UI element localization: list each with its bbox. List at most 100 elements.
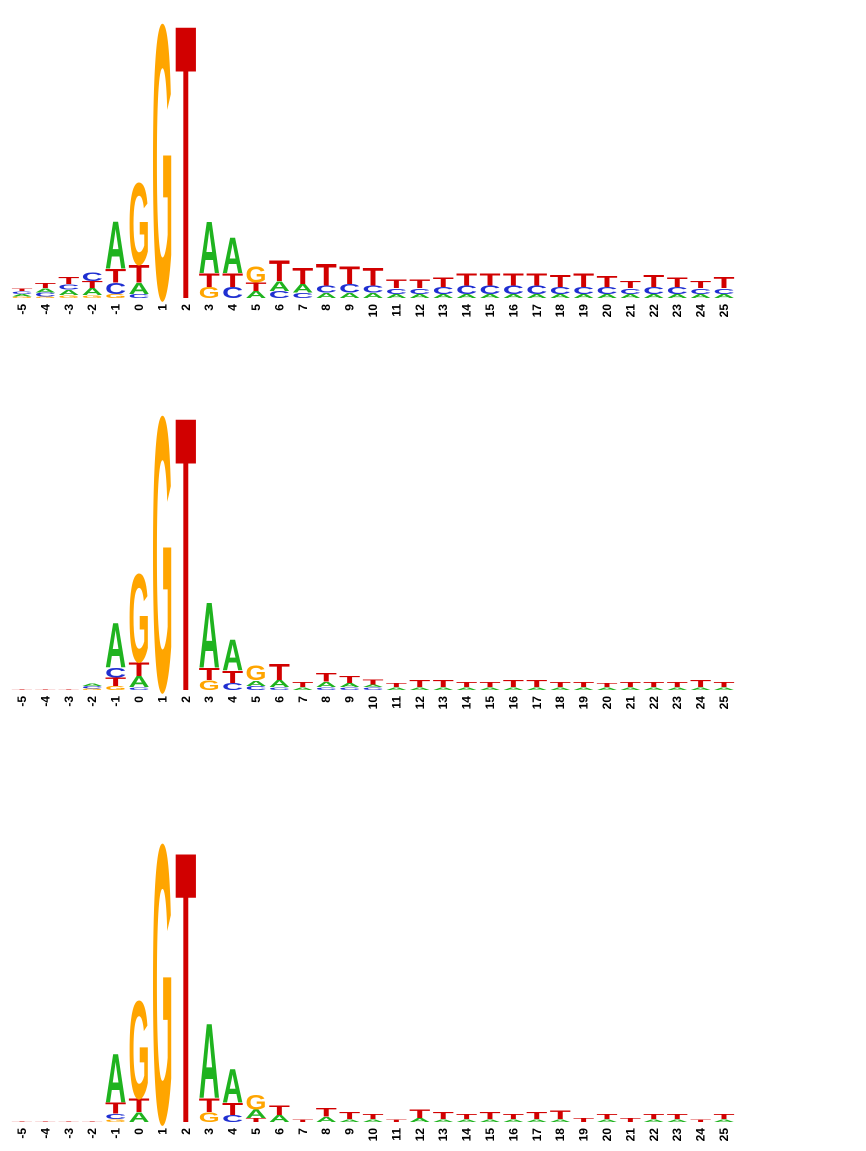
position-tick-label: 19 [577,1128,591,1142]
logo-letter-A: A [433,1119,454,1123]
logo-letter-T: T [526,1111,548,1122]
logo-letter-A: A [339,291,360,300]
logo-letter-T: T [129,659,150,681]
logo-letter-C: C [363,283,384,294]
logo-letter-C: C [269,289,290,300]
logo-letter-T: T [503,269,524,289]
position-tick-label: 10 [366,696,380,710]
logo-letter-A: A [573,687,594,691]
position-tick-label: 25 [717,304,731,318]
position-tick-label: 10 [366,304,380,318]
position-tick-label: 2 [179,1128,193,1135]
logo-letter-A: A [222,227,243,283]
logo-letter-C: C [690,287,711,296]
logo-letter-C: C [222,284,243,301]
logo-letter-T: T [246,1117,267,1123]
logo-letter-T: T [363,1112,384,1121]
logo-letter-T: T [12,1121,33,1122]
position-tick-label: 20 [600,1128,614,1142]
logo-letter-T: T [597,1112,618,1121]
logo-letter-A: A [643,1119,664,1123]
position-tick-label: 2 [179,304,193,311]
logo-letter-A: A [643,687,664,691]
logo-letter-C: C [316,687,337,691]
logo-letter-A: A [643,293,664,299]
logo-letter-G: G [152,761,173,1151]
position-tick-label: 13 [436,696,450,710]
logo-letter-G: G [58,295,79,299]
logo-letter-C: C [573,285,594,296]
position-tick-label: 15 [483,304,497,318]
logo-letter-A: A [503,293,524,299]
position-tick-label: 7 [296,1128,310,1135]
position-tick-label: 9 [343,696,357,703]
logo-letter-T: T [105,265,126,287]
position-tick-label: -1 [109,696,123,707]
position-tick-label: -3 [62,696,76,707]
logo-letter-A: A [58,288,79,297]
logo-letter-T: T [386,278,407,291]
logo-letter-A: A [456,293,477,299]
position-tick-label: 1 [155,1128,169,1135]
logo-letter-T: T [363,264,385,292]
logo-letter-A: A [292,687,313,691]
logo-letter-T: T [667,680,688,689]
position-tick-label: 11 [389,696,403,709]
logo-letter-A: A [690,293,711,299]
logo-letter-G: G [105,685,126,692]
logo-letter-A: A [82,682,103,686]
position-tick-label: 25 [717,1128,731,1142]
position-tick-label: 12 [413,304,427,318]
logo-letter-C: C [129,687,150,691]
logo-letter-T: T [433,274,454,290]
logo-letter-T: T [339,262,361,290]
position-tick-label: 14 [460,304,474,318]
logo-letter-T: T [714,274,735,291]
logo-letter-A: A [316,680,337,689]
logo-letter-T: T [58,1121,79,1122]
logo-letter-T: T [339,1111,361,1122]
logo-letter-A: A [714,293,735,299]
position-tick-label: 9 [343,304,357,311]
logo-letter-A: A [82,286,103,297]
logo-letter-A: A [690,687,711,691]
logo-letter-A: A [550,293,571,299]
logo-letter-T: T [316,1106,337,1119]
logo-letter-A: A [480,1119,501,1123]
logo-letter-A: A [667,1119,688,1123]
logo-letter-C: C [480,283,501,296]
logo-letter-C: C [105,1112,126,1121]
logo-letter-T: T [480,269,501,289]
logo-letter-A: A [503,1119,524,1123]
logo-letter-A: A [129,1109,150,1125]
logo-letter-T: T [714,1112,735,1121]
logo-letter-G: G [105,293,126,300]
logo-letter-A: A [550,1119,571,1123]
logo-letter-T: T [386,1119,407,1123]
logo-letter-T: T [573,269,594,291]
logo-letter-A: A [339,682,360,688]
position-tick-label: -2 [85,696,99,707]
logo-letter-A: A [386,687,407,691]
logo-letter-T: T [129,261,151,289]
logo-letter-A: A [714,687,735,691]
logo-letter-T: T [620,680,641,689]
logo-letter-A: A [386,293,407,299]
logo-letter-G: G [199,284,220,302]
logo-letter-A: A [667,293,688,299]
position-tick-label: 18 [553,1128,567,1142]
logo-letter-T: T [58,689,79,690]
position-tick-label: 21 [623,304,637,318]
logo-letter-T: T [199,269,220,291]
position-tick-label: 1 [155,304,169,311]
logo-letter-T: T [433,1111,455,1122]
logo-letter-C: C [292,291,313,300]
position-tick-label: -4 [38,304,52,315]
logo-letter-C: C [129,293,150,299]
logo-letter-G: G [129,549,150,690]
position-tick-label: -5 [15,1128,29,1139]
logo-letter-A: A [269,678,290,689]
logo-letter-C: C [105,665,126,681]
